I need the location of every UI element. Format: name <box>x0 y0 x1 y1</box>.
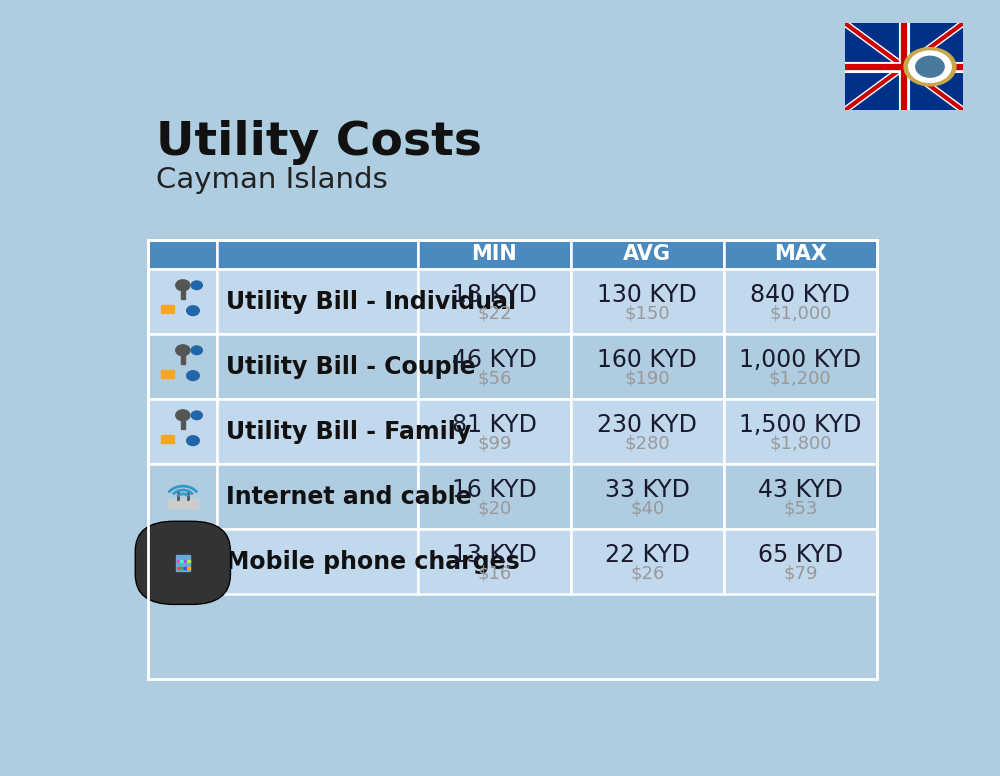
Text: Utility Bill - Couple: Utility Bill - Couple <box>226 355 476 379</box>
Text: 230 KYD: 230 KYD <box>597 414 697 438</box>
FancyBboxPatch shape <box>148 529 217 594</box>
Text: 130 KYD: 130 KYD <box>597 283 697 307</box>
Text: MAX: MAX <box>774 244 827 265</box>
FancyArrow shape <box>181 421 185 429</box>
Circle shape <box>187 371 199 380</box>
FancyArrow shape <box>181 356 185 364</box>
Bar <box>161 305 174 313</box>
Circle shape <box>909 51 951 82</box>
FancyBboxPatch shape <box>418 464 571 529</box>
Text: 22 KYD: 22 KYD <box>605 543 690 567</box>
Circle shape <box>176 345 190 355</box>
Bar <box>161 435 174 442</box>
FancyBboxPatch shape <box>217 529 418 594</box>
FancyBboxPatch shape <box>571 334 724 400</box>
FancyBboxPatch shape <box>148 464 217 529</box>
Text: $1,000: $1,000 <box>769 304 831 323</box>
FancyBboxPatch shape <box>135 521 230 605</box>
Text: 840 KYD: 840 KYD <box>750 283 850 307</box>
FancyBboxPatch shape <box>418 269 571 334</box>
Text: 16 KYD: 16 KYD <box>452 478 537 502</box>
Text: Mobile phone charges: Mobile phone charges <box>226 550 520 574</box>
Text: 1,000 KYD: 1,000 KYD <box>739 348 861 372</box>
FancyBboxPatch shape <box>571 269 724 334</box>
FancyBboxPatch shape <box>571 400 724 464</box>
Text: $1,800: $1,800 <box>769 435 832 452</box>
Text: $20: $20 <box>477 500 511 518</box>
FancyBboxPatch shape <box>724 240 877 269</box>
Bar <box>184 567 187 570</box>
Bar <box>187 560 190 563</box>
Text: $16: $16 <box>477 565 511 583</box>
Text: 43 KYD: 43 KYD <box>758 478 843 502</box>
Circle shape <box>916 57 944 77</box>
FancyBboxPatch shape <box>148 334 217 400</box>
Bar <box>176 555 190 570</box>
Bar <box>177 567 180 570</box>
FancyBboxPatch shape <box>148 240 217 269</box>
Text: 160 KYD: 160 KYD <box>597 348 697 372</box>
Text: 33 KYD: 33 KYD <box>605 478 690 502</box>
FancyBboxPatch shape <box>217 400 418 464</box>
Text: $99: $99 <box>477 435 512 452</box>
FancyBboxPatch shape <box>418 334 571 400</box>
Circle shape <box>187 436 199 445</box>
Text: AVG: AVG <box>623 244 671 265</box>
Text: $40: $40 <box>630 500 664 518</box>
FancyBboxPatch shape <box>724 400 877 464</box>
FancyBboxPatch shape <box>724 529 877 594</box>
Text: 81 KYD: 81 KYD <box>452 414 537 438</box>
FancyBboxPatch shape <box>571 240 724 269</box>
FancyBboxPatch shape <box>571 529 724 594</box>
Circle shape <box>191 411 202 420</box>
Text: MIN: MIN <box>471 244 517 265</box>
FancyBboxPatch shape <box>724 464 877 529</box>
Text: $150: $150 <box>624 304 670 323</box>
Text: Cayman Islands: Cayman Islands <box>156 166 388 194</box>
Circle shape <box>187 306 199 316</box>
Text: $190: $190 <box>624 369 670 387</box>
Bar <box>184 560 187 563</box>
Text: 18 KYD: 18 KYD <box>452 283 537 307</box>
Text: $79: $79 <box>783 565 818 583</box>
Text: $22: $22 <box>477 304 512 323</box>
Text: $26: $26 <box>630 565 664 583</box>
Text: $280: $280 <box>624 435 670 452</box>
Circle shape <box>191 281 202 289</box>
Bar <box>168 499 198 508</box>
Text: $1,200: $1,200 <box>769 369 832 387</box>
FancyBboxPatch shape <box>724 269 877 334</box>
Text: 13 KYD: 13 KYD <box>452 543 537 567</box>
FancyBboxPatch shape <box>418 400 571 464</box>
Text: Utility Costs: Utility Costs <box>156 120 482 165</box>
Text: $56: $56 <box>477 369 511 387</box>
FancyBboxPatch shape <box>217 240 418 269</box>
Text: 65 KYD: 65 KYD <box>758 543 843 567</box>
Text: Internet and cable: Internet and cable <box>226 485 472 509</box>
Circle shape <box>176 410 190 421</box>
Text: Utility Bill - Family: Utility Bill - Family <box>226 420 471 444</box>
Circle shape <box>191 346 202 355</box>
FancyBboxPatch shape <box>418 529 571 594</box>
FancyBboxPatch shape <box>217 334 418 400</box>
Bar <box>161 370 174 378</box>
Text: 1,500 KYD: 1,500 KYD <box>739 414 861 438</box>
Bar <box>187 567 190 570</box>
FancyBboxPatch shape <box>571 464 724 529</box>
Text: Utility Bill - Individual: Utility Bill - Individual <box>226 290 516 314</box>
FancyArrow shape <box>181 291 185 299</box>
FancyBboxPatch shape <box>418 240 571 269</box>
Bar <box>180 560 183 563</box>
FancyBboxPatch shape <box>148 269 217 334</box>
Text: 46 KYD: 46 KYD <box>452 348 537 372</box>
FancyBboxPatch shape <box>217 464 418 529</box>
FancyBboxPatch shape <box>217 269 418 334</box>
Circle shape <box>904 47 956 86</box>
Circle shape <box>176 280 190 291</box>
FancyBboxPatch shape <box>148 400 217 464</box>
Bar <box>177 560 180 563</box>
FancyBboxPatch shape <box>724 334 877 400</box>
Text: $53: $53 <box>783 500 818 518</box>
Bar <box>180 567 183 570</box>
